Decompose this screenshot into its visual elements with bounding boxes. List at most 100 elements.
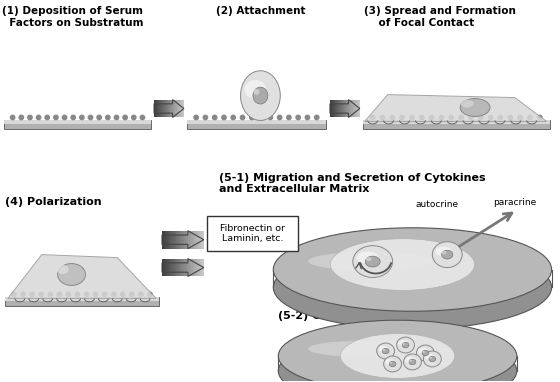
Polygon shape bbox=[197, 259, 198, 277]
Ellipse shape bbox=[389, 362, 392, 364]
Polygon shape bbox=[167, 100, 168, 117]
Polygon shape bbox=[167, 259, 169, 277]
Circle shape bbox=[380, 115, 385, 120]
Polygon shape bbox=[169, 259, 170, 277]
Polygon shape bbox=[342, 100, 343, 117]
Ellipse shape bbox=[357, 252, 379, 264]
Ellipse shape bbox=[429, 357, 432, 359]
Polygon shape bbox=[354, 100, 355, 117]
Circle shape bbox=[132, 115, 136, 120]
Ellipse shape bbox=[398, 340, 408, 346]
Ellipse shape bbox=[409, 359, 416, 365]
Polygon shape bbox=[198, 259, 199, 277]
Ellipse shape bbox=[417, 345, 435, 361]
Circle shape bbox=[30, 292, 34, 296]
Polygon shape bbox=[358, 100, 359, 117]
Ellipse shape bbox=[432, 242, 462, 267]
Circle shape bbox=[287, 115, 291, 120]
Ellipse shape bbox=[353, 246, 393, 277]
Polygon shape bbox=[155, 100, 156, 117]
Polygon shape bbox=[176, 100, 177, 117]
Polygon shape bbox=[331, 100, 332, 117]
Polygon shape bbox=[334, 100, 335, 117]
Ellipse shape bbox=[418, 348, 428, 354]
Polygon shape bbox=[182, 100, 183, 117]
Circle shape bbox=[222, 115, 226, 120]
Polygon shape bbox=[173, 100, 174, 117]
Polygon shape bbox=[189, 259, 190, 277]
Ellipse shape bbox=[429, 356, 436, 362]
Polygon shape bbox=[193, 259, 194, 277]
Polygon shape bbox=[179, 231, 180, 249]
FancyBboxPatch shape bbox=[207, 216, 298, 251]
Polygon shape bbox=[170, 100, 171, 117]
Polygon shape bbox=[175, 259, 176, 277]
Polygon shape bbox=[350, 100, 351, 117]
Polygon shape bbox=[332, 100, 333, 117]
Polygon shape bbox=[340, 100, 341, 117]
Ellipse shape bbox=[442, 251, 446, 254]
Polygon shape bbox=[191, 231, 193, 249]
Polygon shape bbox=[351, 100, 352, 117]
Polygon shape bbox=[365, 95, 547, 121]
Polygon shape bbox=[166, 231, 167, 249]
Ellipse shape bbox=[382, 349, 385, 351]
Polygon shape bbox=[178, 100, 179, 117]
Bar bbox=[5, 297, 159, 306]
Circle shape bbox=[48, 292, 53, 296]
Polygon shape bbox=[183, 231, 184, 249]
Circle shape bbox=[449, 115, 454, 120]
Circle shape bbox=[430, 115, 434, 120]
Circle shape bbox=[106, 115, 110, 120]
Circle shape bbox=[231, 115, 235, 120]
Polygon shape bbox=[165, 231, 166, 249]
Ellipse shape bbox=[405, 357, 415, 363]
Circle shape bbox=[66, 292, 71, 296]
Polygon shape bbox=[349, 100, 350, 117]
Circle shape bbox=[120, 292, 125, 296]
Circle shape bbox=[498, 115, 503, 120]
Polygon shape bbox=[169, 100, 170, 117]
Circle shape bbox=[88, 115, 93, 120]
Polygon shape bbox=[359, 100, 360, 117]
Ellipse shape bbox=[366, 257, 372, 261]
Text: Fibronectin or
Laminin, etc.: Fibronectin or Laminin, etc. bbox=[220, 224, 285, 243]
Circle shape bbox=[123, 115, 127, 120]
Ellipse shape bbox=[58, 264, 86, 285]
Polygon shape bbox=[172, 259, 173, 277]
Polygon shape bbox=[202, 231, 204, 249]
Polygon shape bbox=[344, 100, 345, 117]
Polygon shape bbox=[179, 259, 180, 277]
Ellipse shape bbox=[403, 343, 405, 345]
Text: (1) Deposition of Serum
  Factors on Substratum: (1) Deposition of Serum Factors on Subst… bbox=[2, 6, 143, 28]
Text: autocrine: autocrine bbox=[416, 200, 459, 209]
Polygon shape bbox=[179, 100, 180, 117]
Polygon shape bbox=[162, 231, 164, 249]
Polygon shape bbox=[154, 100, 155, 117]
Polygon shape bbox=[202, 259, 204, 277]
Polygon shape bbox=[198, 231, 199, 249]
Polygon shape bbox=[176, 231, 178, 249]
Polygon shape bbox=[184, 259, 186, 277]
Polygon shape bbox=[165, 100, 166, 117]
Ellipse shape bbox=[245, 80, 267, 99]
Polygon shape bbox=[181, 100, 182, 117]
Ellipse shape bbox=[240, 71, 280, 120]
Polygon shape bbox=[186, 259, 187, 277]
Circle shape bbox=[71, 115, 76, 120]
Bar bbox=[187, 120, 326, 124]
Circle shape bbox=[12, 292, 16, 296]
Circle shape bbox=[102, 292, 107, 296]
Polygon shape bbox=[199, 231, 201, 249]
Bar bbox=[187, 120, 326, 129]
Circle shape bbox=[277, 115, 282, 120]
Polygon shape bbox=[170, 259, 172, 277]
Circle shape bbox=[85, 292, 88, 296]
Polygon shape bbox=[186, 231, 187, 249]
Text: (5-1) Migration and Secretion of Cytokines: (5-1) Migration and Secretion of Cytokin… bbox=[218, 173, 486, 183]
Circle shape bbox=[459, 115, 463, 120]
Polygon shape bbox=[199, 259, 201, 277]
Polygon shape bbox=[172, 231, 173, 249]
Ellipse shape bbox=[461, 100, 474, 107]
Polygon shape bbox=[158, 100, 159, 117]
